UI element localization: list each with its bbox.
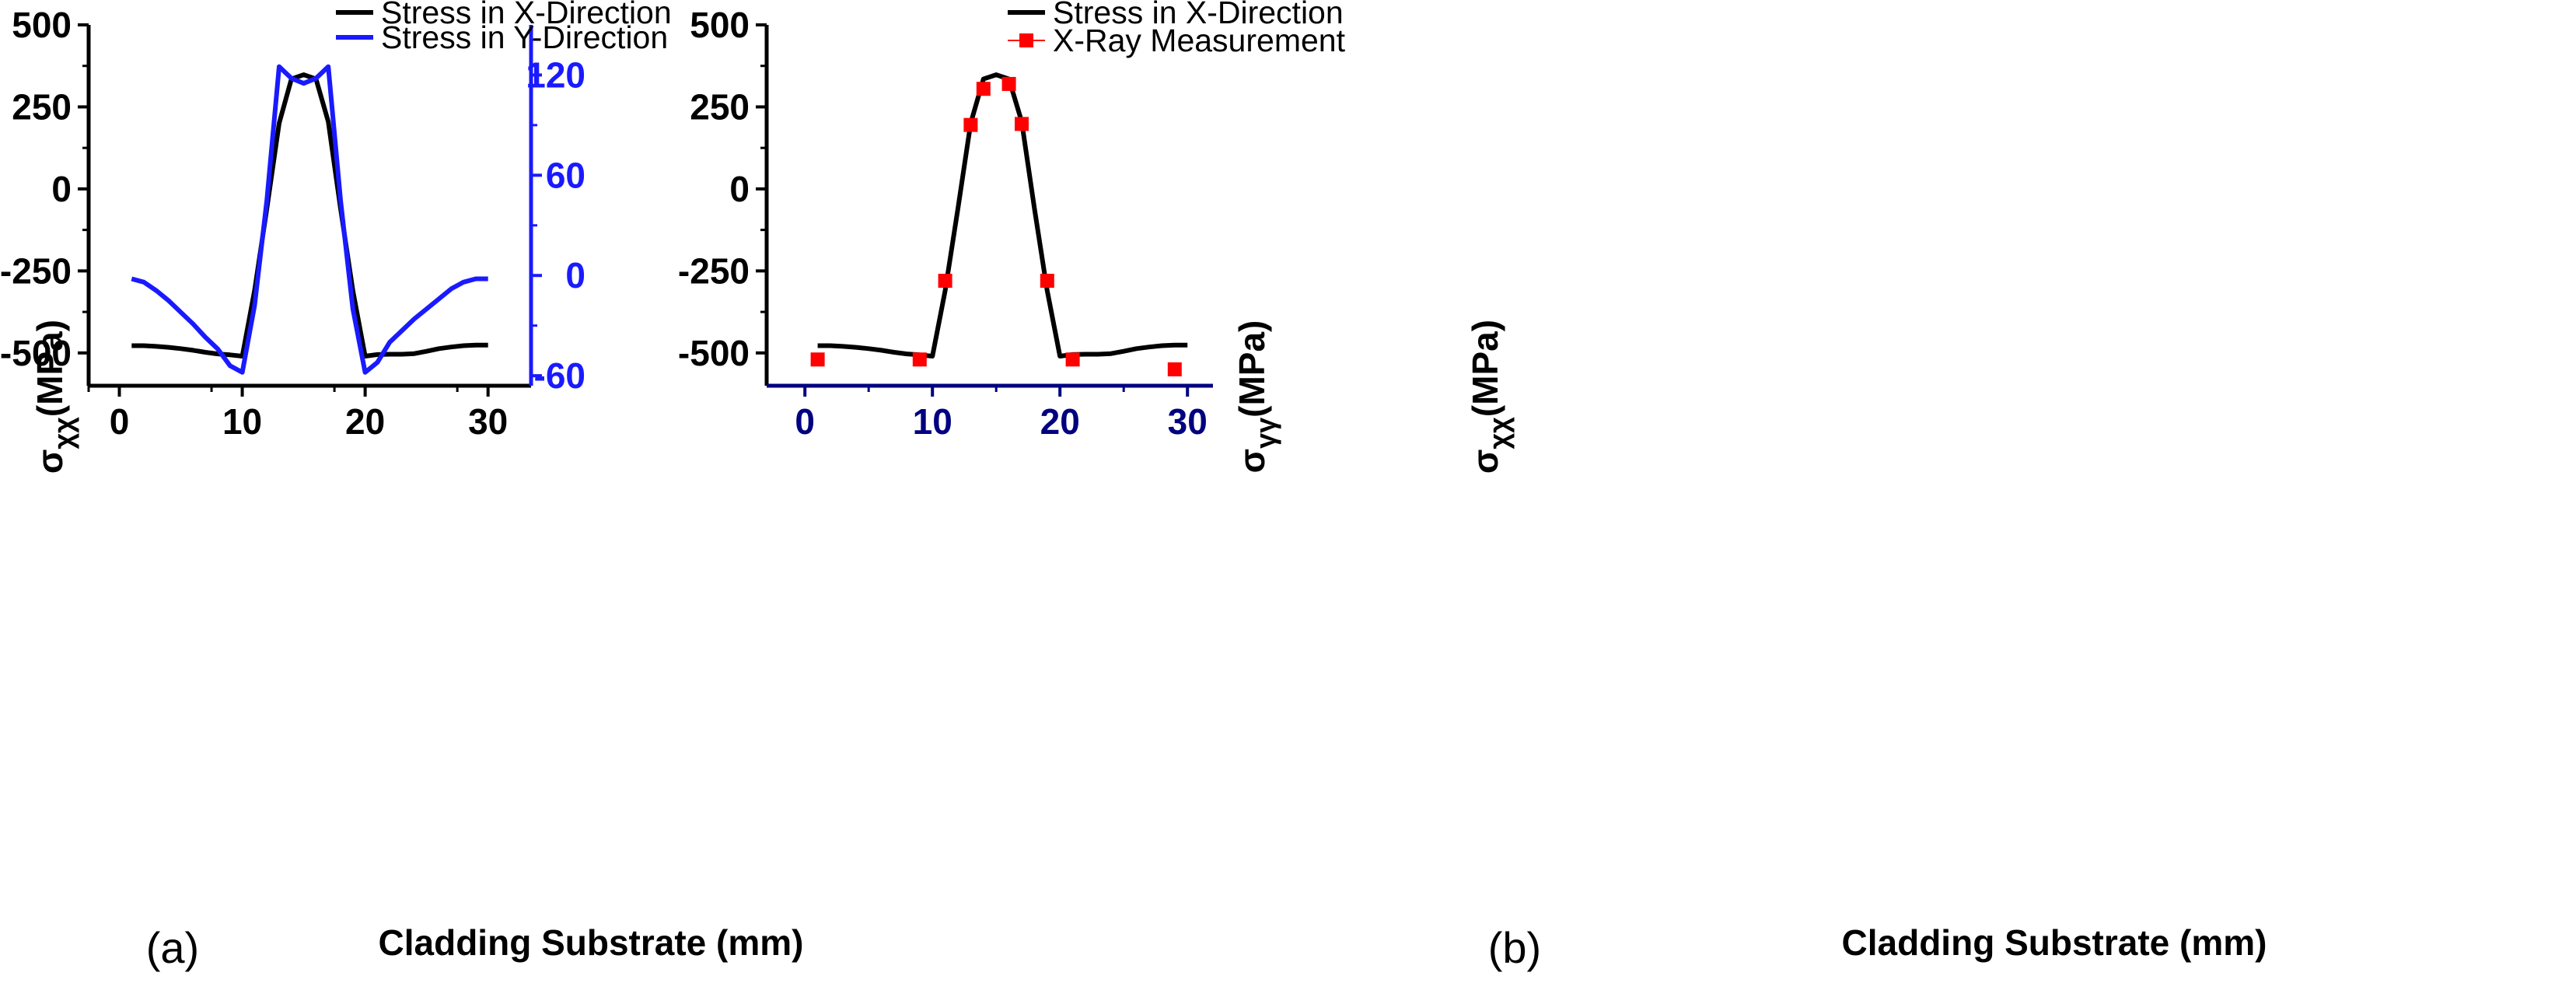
- panel-b-x-tick-label: 0: [795, 401, 815, 442]
- panel-a-x-tick-label: 0: [110, 401, 130, 442]
- panel-b-x-tick-label: 10: [913, 401, 952, 442]
- panel-a-x-tick-label: 30: [468, 401, 508, 442]
- panel-a-y-axis-sigma: σ: [30, 450, 70, 474]
- panel-b-legend-label: X-Ray Measurement: [1053, 23, 1346, 58]
- panel-b-x-axis-title: Cladding Substrate (mm): [1842, 922, 2267, 963]
- panel-a-series-line-x-direction: [131, 72, 488, 359]
- panel-a-y2-axis-subscript: γγ: [1250, 418, 1281, 449]
- panel-b-xray-point: [912, 352, 927, 367]
- panel-a-y-axis-subscript: χχ: [47, 417, 79, 450]
- panel-b-xray-point: [810, 352, 825, 367]
- panel-a-legend-label: Stress in X-Direction: [381, 0, 672, 30]
- panel-a-marks: [131, 64, 488, 375]
- panel-a-y-tick-label: 500: [12, 5, 72, 45]
- panel-a-legend-label: Stress in Y-Direction: [381, 19, 668, 55]
- panel-b-y-tick-label: 250: [690, 86, 750, 127]
- panel-a-y-tick-label: -250: [0, 250, 72, 291]
- chart-panel-b: (b) Cladding Substrate (mm) σχχ(MPa) 0 10…: [678, 0, 2267, 972]
- panel-a-y-axis-unit: (MPa): [30, 320, 70, 417]
- panel-a-y2-tick-label: -60: [534, 355, 585, 396]
- panel-a-y-tick-label: 0: [51, 169, 72, 209]
- panel-a-y-tick-label: -500: [0, 333, 72, 373]
- panel-a-y-axis-title: σχχ(MPa): [30, 320, 79, 474]
- panel-a-x-tick-label: 20: [345, 401, 385, 442]
- panel-b-xray-point: [1001, 76, 1016, 91]
- panel-a-y2-tick-label: 120: [526, 54, 585, 95]
- panel-a-x-tick-label: 10: [222, 401, 262, 442]
- panel-b-tag: (b): [1488, 923, 1541, 972]
- panel-b-legend-swatch-marker: [1019, 33, 1033, 47]
- panel-b-y-tick-label: 500: [690, 5, 750, 45]
- panel-b-marks: [810, 72, 1188, 376]
- panel-b-xray-point: [976, 82, 991, 96]
- panel-b-y-axis-unit: (MPa): [1465, 320, 1505, 417]
- panel-a-x-axis-title: Cladding Substrate (mm): [379, 922, 804, 963]
- panel-b-y-tick-label: -250: [678, 250, 750, 291]
- panel-b-y-axis-subscript: χχ: [1483, 417, 1515, 450]
- panel-b-xray-point: [1065, 352, 1080, 367]
- chart-panel-a: (a) Cladding Substrate (mm) σχχ(MPa) σγγ…: [0, 0, 1281, 972]
- panel-a-y-tick-label: 250: [12, 86, 72, 127]
- panel-a-tag: (a): [146, 923, 199, 972]
- panel-a-series-line-y-direction: [131, 64, 488, 375]
- panel-b-y-tick-label: -500: [678, 333, 750, 373]
- panel-b-y-tick-label: 0: [729, 169, 750, 209]
- panel-b-x-tick-label: 30: [1168, 401, 1208, 442]
- panel-b-y-axis-title: σχχ(MPa): [1465, 320, 1515, 474]
- panel-a-y2-axis-sigma: σ: [1232, 449, 1272, 473]
- panel-a-y2-tick-label: 0: [565, 255, 585, 296]
- panel-b-legend-label: Stress in X-Direction: [1053, 0, 1344, 30]
- panel-b-x-tick-label: 20: [1040, 401, 1080, 442]
- panel-a-y2-axis-unit: (MPa): [1232, 320, 1272, 418]
- panel-b-xray-point: [1015, 117, 1029, 131]
- panel-b-xray-point: [963, 117, 978, 132]
- panel-a-axes: 0 10 20 30 -500 -250 0 250 500 -60 0 60 120: [0, 5, 585, 442]
- panel-b-xray-point: [1167, 362, 1182, 376]
- panel-a-y2-axis-title: σγγ(MPa): [1232, 320, 1281, 474]
- panel-b-xray-point: [938, 274, 952, 289]
- panel-b-xray-point: [1040, 274, 1054, 289]
- panel-b-axes: 0 10 20 30 -500 -250 0 250 500: [678, 5, 1213, 442]
- panel-b-series-line-x-direction: [817, 72, 1188, 359]
- panel-b-y-axis-sigma: σ: [1465, 450, 1505, 474]
- panel-a-y2-tick-label: 60: [546, 155, 585, 195]
